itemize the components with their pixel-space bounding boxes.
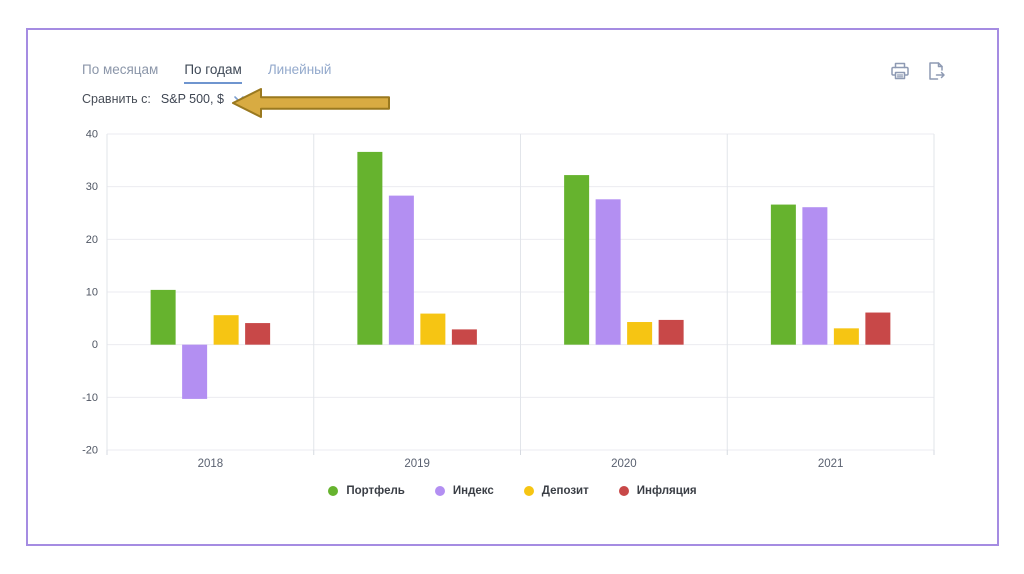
legend-marker-index [434,486,445,496]
report-panel: По месяцам По годам Линейный Сравнить с:… [26,28,999,546]
svg-text:-10: -10 [82,392,98,404]
legend-item-index[interactable]: Индекс [434,485,494,497]
bar-chart-canvas: 40 30 20 10 0 -10 -20 2018 2019 2020 2021 [82,129,935,470]
svg-text:2018: 2018 [198,458,224,470]
svg-text:2019: 2019 [404,458,430,470]
chevron-down-icon [233,93,245,105]
export-icon[interactable] [925,60,947,82]
annotation-arrow-icon [232,88,390,118]
legend-item-inflation[interactable]: Инфляция [618,485,697,497]
legend-marker-deposit [523,486,534,496]
compare-selected-value: S&P 500, $ [160,92,224,106]
compare-dropdown[interactable]: S&P 500, $ [161,92,245,106]
chart-toolbar [889,60,947,82]
bar-chart: 40 30 20 10 0 -10 -20 2018 2019 2020 2021 [78,128,958,480]
compare-label: Сравнить с: [82,92,151,106]
svg-text:10: 10 [86,287,98,299]
legend-label: Инфляция [636,485,697,497]
legend-item-deposit[interactable]: Депозит [523,485,589,497]
legend-label: Депозит [541,485,589,497]
svg-text:-20: -20 [82,445,98,457]
svg-text:2020: 2020 [611,458,637,470]
chart-mode-tabs: По месяцам По годам Линейный [82,62,331,84]
chart-legend: Портфель Индекс Депозит Инфляция [28,485,997,497]
tab-by-months[interactable]: По месяцам [82,62,159,77]
tab-linear[interactable]: Линейный [267,62,332,77]
legend-label: Индекс [452,485,494,497]
compare-row: Сравнить с: S&P 500, $ [82,92,245,106]
svg-text:30: 30 [86,181,98,193]
tab-by-years[interactable]: По годам [184,62,242,84]
legend-item-portfolio[interactable]: Портфель [328,485,405,497]
svg-text:0: 0 [92,339,98,351]
legend-marker-portfolio [328,486,339,496]
legend-marker-inflation [618,486,629,496]
svg-text:20: 20 [86,234,98,246]
svg-text:40: 40 [86,129,98,141]
legend-label: Портфель [346,485,405,497]
print-icon[interactable] [889,60,911,82]
svg-text:2021: 2021 [818,458,844,470]
